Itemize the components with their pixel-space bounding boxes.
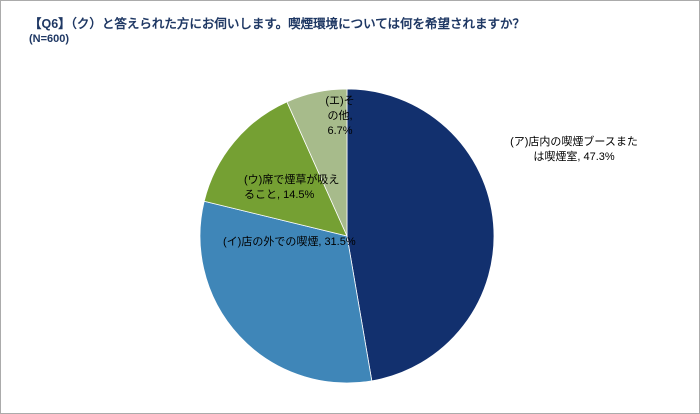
slice-label-3: (エ)そ の他, 6.7% — [325, 95, 355, 137]
pie-slice-0 — [346, 88, 495, 382]
slice-label-1: (イ)店の外での喫煙, 31.5% — [223, 236, 356, 248]
slice-label-2: (ウ)席で煙草が吸え ること, 14.5% — [244, 174, 340, 201]
sample-size: (N=600) — [29, 33, 70, 45]
pie-slice-3 — [286, 88, 348, 237]
pie-slice-2 — [203, 101, 348, 237]
slice-label-0: (ア)店内の喫煙ブースまた は喫煙室, 47.3% — [510, 136, 638, 163]
pie-slice-1 — [199, 200, 373, 384]
question-title: 【Q6】（ク）と答えられた方にお伺いします。喫煙環境については何を希望されますか… — [29, 17, 526, 31]
